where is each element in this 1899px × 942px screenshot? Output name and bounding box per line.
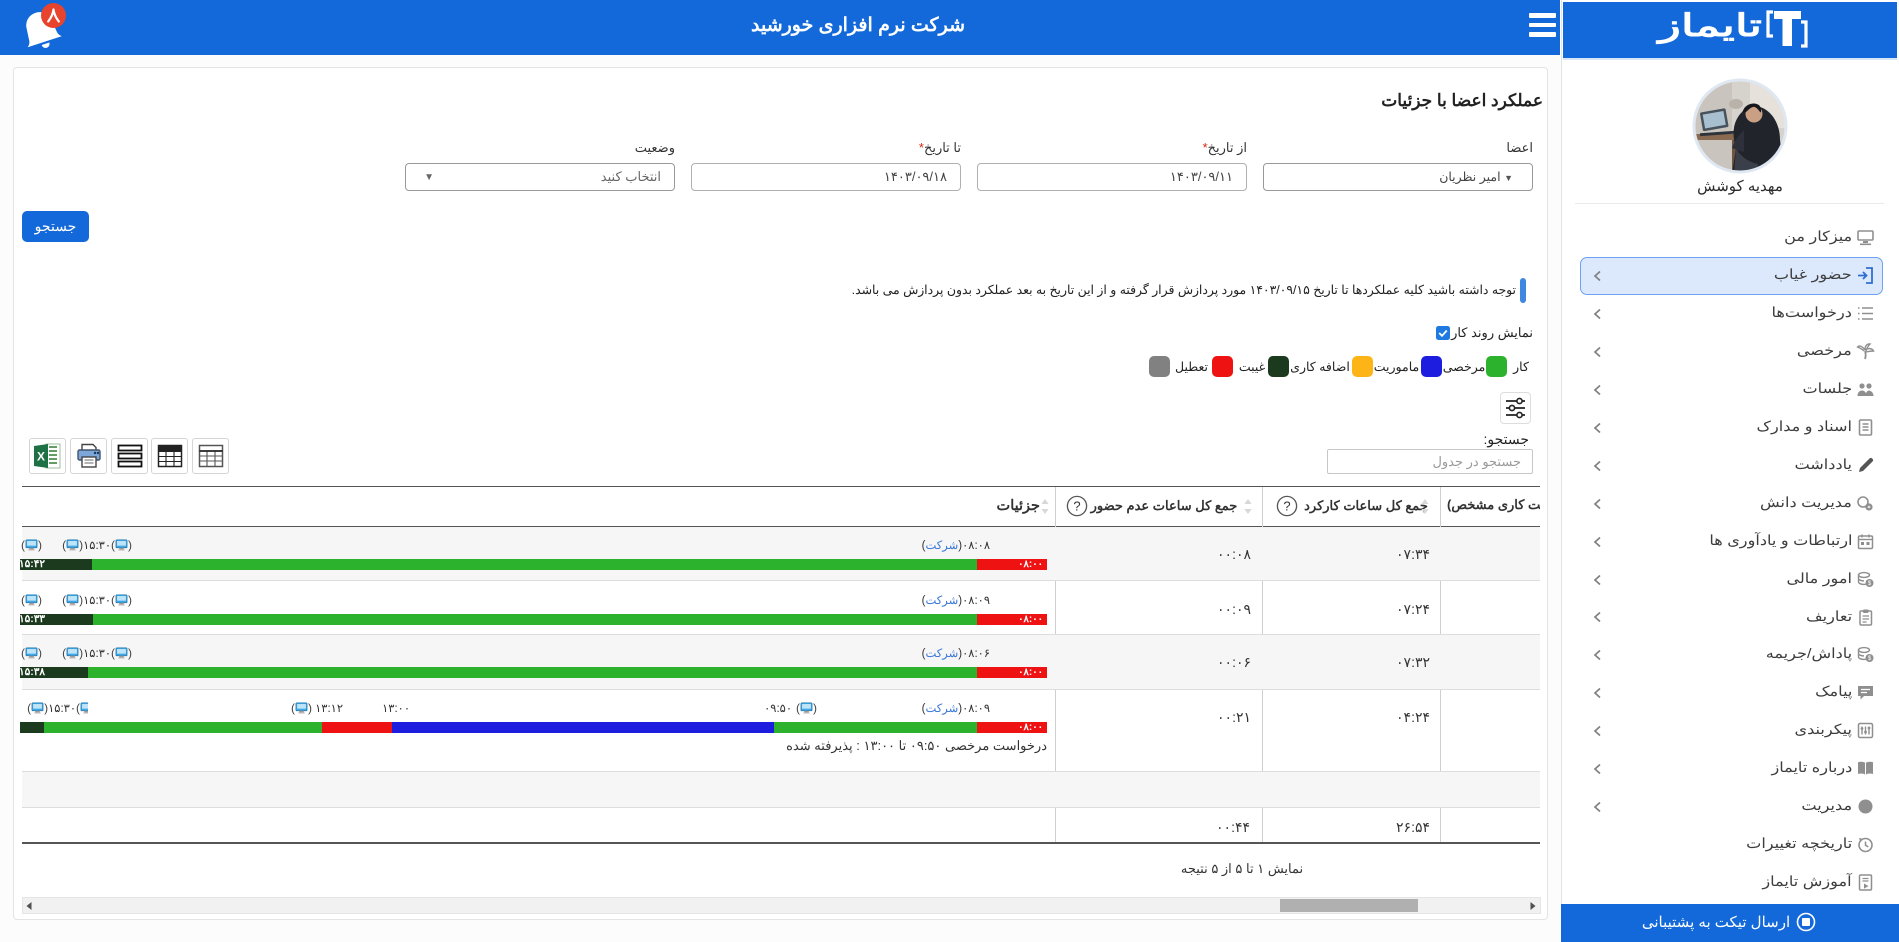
- svg-text:$: $: [1868, 656, 1872, 662]
- svg-text:$: $: [1868, 581, 1872, 587]
- svg-text:X: X: [37, 450, 45, 464]
- svg-text:?: ?: [1073, 499, 1080, 514]
- svg-text:?: ?: [1283, 499, 1290, 514]
